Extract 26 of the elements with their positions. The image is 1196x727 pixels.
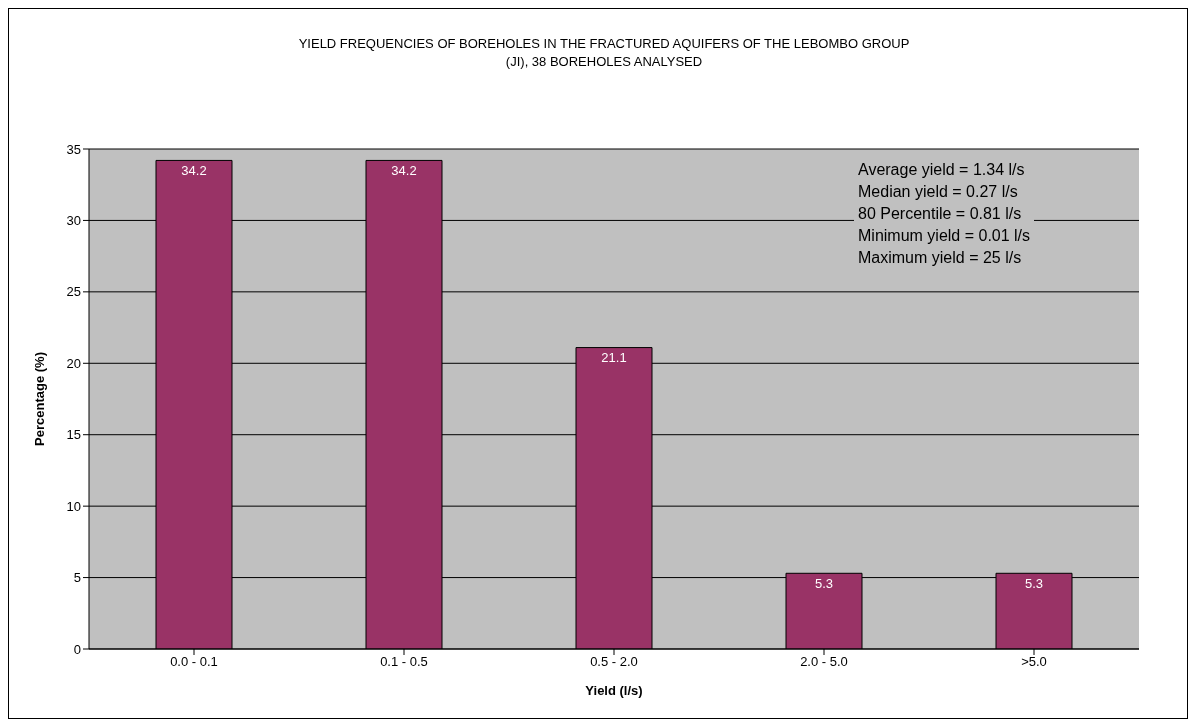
data-label: 5.3	[814, 575, 834, 591]
y-tick-label: 0	[73, 641, 81, 657]
y-tick-label: 35	[66, 141, 81, 157]
x-tick-label: 0.1 - 0.5	[380, 654, 428, 670]
annotation: Minimum yield = 0.01 l/s	[858, 226, 1031, 246]
x-tick-label: 2.0 - 5.0	[800, 654, 848, 670]
y-tick-label: 15	[66, 427, 81, 443]
data-label: 5.3	[1024, 575, 1044, 591]
y-tick-label: 20	[66, 355, 81, 371]
x-axis-title: Yield (l/s)	[585, 683, 643, 698]
y-tick-label: 30	[66, 213, 81, 229]
data-label: 34.2	[181, 162, 207, 178]
x-tick-label: 0.0 - 0.1	[170, 654, 218, 670]
x-tick-label: >5.0	[1021, 654, 1047, 670]
annotation: 80 Percentile = 0.81 l/s	[858, 204, 1023, 224]
y-tick-label: 5	[73, 570, 81, 586]
annotation: Average yield = 1.34 l/s	[858, 160, 1026, 180]
annotation: Median yield = 0.27 l/s	[858, 182, 1019, 202]
data-label: 21.1	[601, 349, 627, 365]
y-tick-label: 10	[66, 498, 81, 514]
annotation: Maximum yield = 25 l/s	[858, 248, 1023, 268]
y-axis-title: Percentage (%)	[31, 352, 47, 446]
x-tick-label: 0.5 - 2.0	[590, 654, 638, 670]
chart-title: YIELD FREQUENCIES OF BOREHOLES IN THE FRACTURED AQUIFERS OF THE LEBOMBO GROUP (JI), 38 BOREHOLES ANALYSED	[297, 35, 911, 71]
y-tick-label: 25	[66, 284, 81, 300]
data-label: 34.2	[391, 162, 417, 178]
